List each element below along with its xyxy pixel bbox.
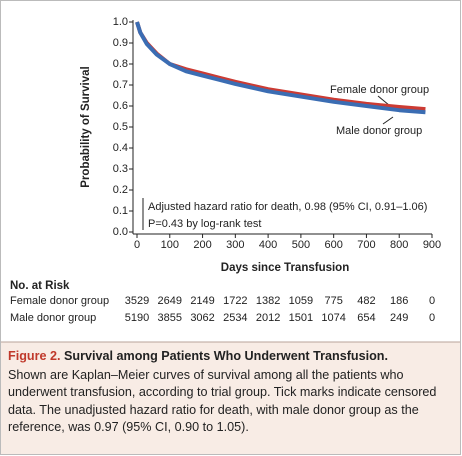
x-tick-label: 600 (324, 239, 342, 251)
risk-value: 482 (357, 295, 375, 307)
risk-value: 3529 (125, 295, 149, 307)
annotation: Adjusted hazard ratio for death, 0.98 (9… (148, 201, 427, 213)
x-tick-label: 800 (390, 239, 408, 251)
figure-label: Figure 2. (8, 349, 61, 363)
y-tick-label: 0.6 (113, 100, 128, 112)
risk-value: 2012 (256, 312, 280, 324)
risk-table-title: No. at Risk (10, 280, 70, 292)
risk-value: 0 (429, 312, 435, 324)
y-tick-label: 0.2 (113, 184, 128, 196)
risk-value: 0 (429, 295, 435, 307)
x-axis-label: Days since Transfusion (221, 262, 349, 274)
y-tick-label: 0.8 (113, 58, 128, 70)
risk-value: 2649 (158, 295, 182, 307)
legend-label: Male donor group (336, 125, 422, 137)
risk-value: 5190 (125, 312, 149, 324)
x-tick-label: 0 (134, 239, 140, 251)
risk-value: 2534 (223, 312, 247, 324)
x-tick-label: 900 (423, 239, 441, 251)
risk-row-label: Female donor group (10, 295, 109, 307)
risk-value: 249 (390, 312, 408, 324)
caption-box (1, 342, 460, 454)
leader-line (382, 116, 394, 125)
risk-row-label: Male donor group (10, 312, 96, 324)
risk-value: 775 (324, 295, 342, 307)
y-tick-label: 0.5 (113, 121, 128, 133)
y-tick-label: 0.9 (113, 37, 128, 49)
risk-value: 2149 (190, 295, 214, 307)
y-tick-label: 1.0 (113, 16, 128, 28)
y-tick-label: 0.4 (113, 142, 128, 154)
risk-value: 1059 (289, 295, 313, 307)
y-tick-label: 0.0 (113, 226, 128, 238)
annotation: P=0.43 by log-rank test (148, 218, 261, 230)
risk-value: 654 (357, 312, 375, 324)
caption-text: Shown are Kaplan–Meier curves of surviva… (8, 367, 437, 435)
x-tick-label: 500 (292, 239, 310, 251)
caption-title: Survival among Patients Who Underwent Tr… (63, 349, 388, 363)
caption-heading: Figure 2. Survival among Patients Who Un… (8, 348, 454, 366)
y-tick-label: 0.1 (113, 205, 128, 217)
risk-value: 1501 (289, 312, 313, 324)
y-axis-label: Probability of Survival (80, 66, 92, 187)
risk-value: 3855 (158, 312, 182, 324)
x-tick-label: 200 (193, 239, 211, 251)
survival-curve (135, 21, 426, 112)
x-tick-label: 100 (161, 239, 179, 251)
x-tick-label: 300 (226, 239, 244, 251)
legend-label: Female donor group (330, 84, 429, 96)
risk-value: 3062 (190, 312, 214, 324)
survival-curve (135, 21, 426, 115)
risk-value: 186 (390, 295, 408, 307)
risk-value: 1074 (321, 312, 345, 324)
caption: Figure 2. Survival among Patients Who Un… (8, 348, 454, 437)
x-tick-label: 400 (259, 239, 277, 251)
risk-value: 1382 (256, 295, 280, 307)
risk-value: 1722 (223, 295, 247, 307)
y-tick-label: 0.7 (113, 79, 128, 91)
y-tick-label: 0.3 (113, 163, 128, 175)
x-tick-label: 700 (357, 239, 375, 251)
